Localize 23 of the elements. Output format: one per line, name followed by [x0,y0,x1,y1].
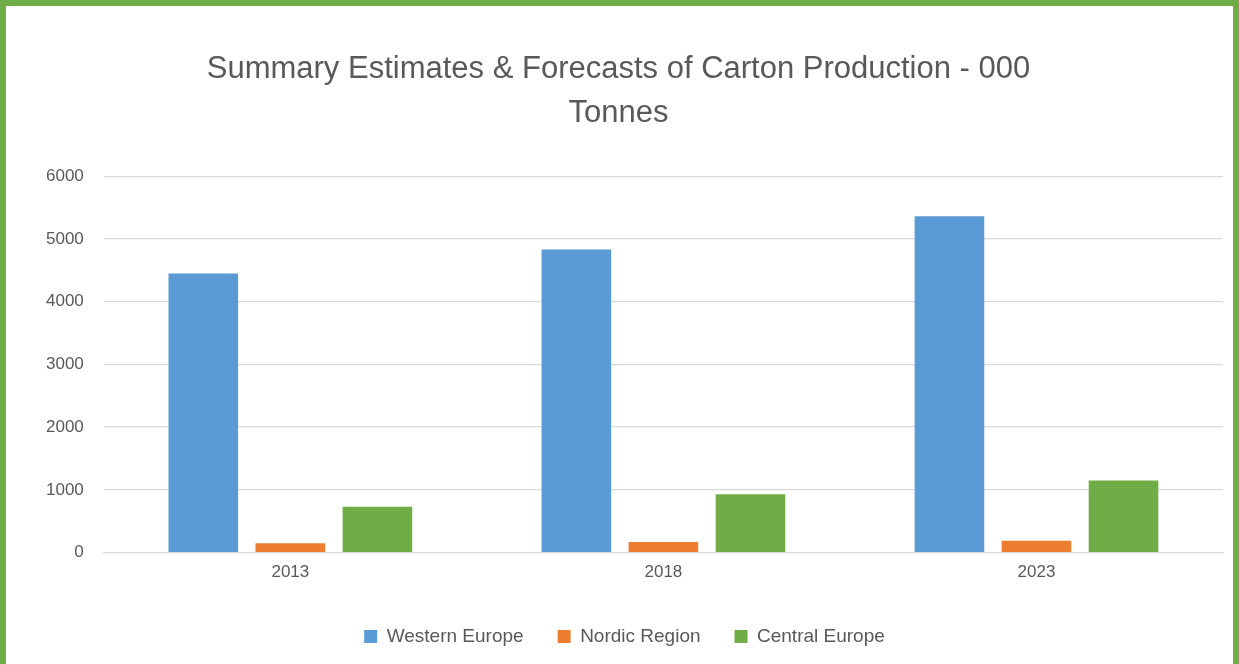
bar [168,273,239,552]
y-tick-label: 1000 [45,479,84,499]
y-tick-label: 0 [74,542,84,562]
bar [1001,540,1072,552]
bar [541,249,612,552]
bar [628,541,699,552]
legend-label: Western Europe [386,624,524,646]
y-tick-label: 5000 [45,228,84,248]
x-tick-label: 2018 [644,562,683,582]
bar [914,216,985,552]
bar [342,506,413,552]
y-tick-label: 6000 [45,165,84,185]
chart-title: Summary Estimates & Forecasts of Carton Production - 000 Tonnes [205,49,1032,131]
y-tick-label: 3000 [45,354,84,374]
x-tick-label: 2013 [271,562,310,582]
bar [1088,480,1159,552]
y-tick-label: 4000 [45,291,84,311]
legend-label: Central Europe [757,624,885,646]
bar [715,494,786,552]
x-tick-label: 2023 [1017,562,1056,582]
y-tick-label: 2000 [45,416,84,436]
legend-label: Nordic Region [580,624,701,646]
bar [255,543,326,552]
